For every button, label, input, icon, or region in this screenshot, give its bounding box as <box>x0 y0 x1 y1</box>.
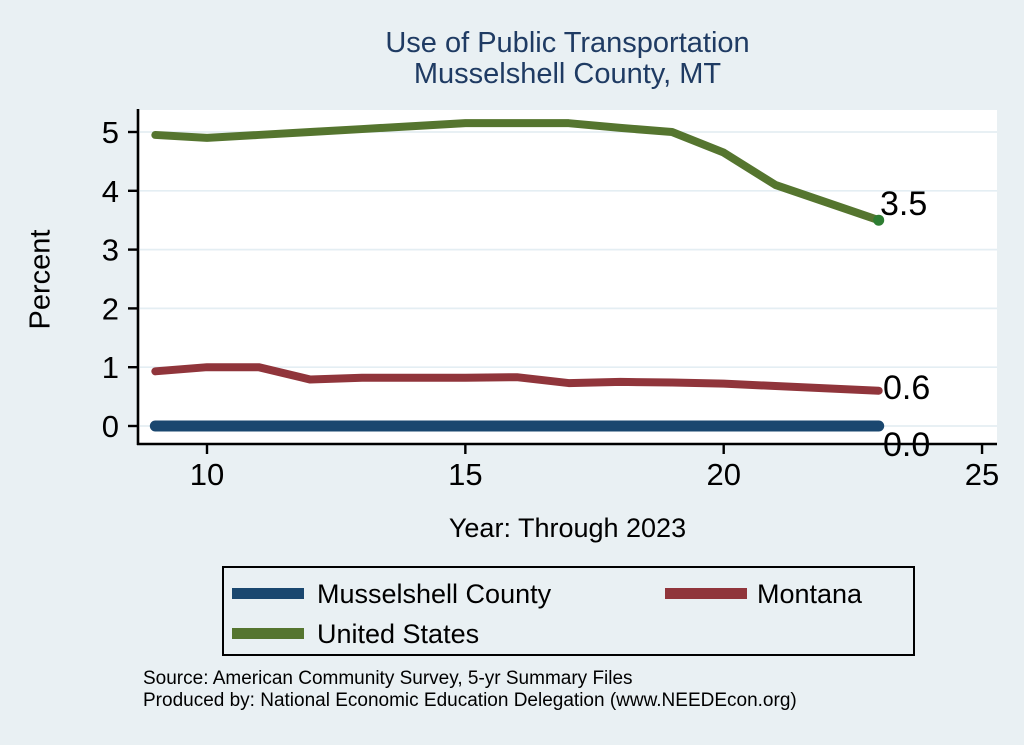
x-axis-label: Year: Through 2023 <box>448 513 687 543</box>
produced-by-line: Produced by: National Economic Education… <box>143 690 797 711</box>
chart-title-line2: Musselshell County, MT <box>413 58 722 90</box>
svg-text:1: 1 <box>102 350 119 385</box>
svg-text:15: 15 <box>448 457 482 492</box>
svg-text:25: 25 <box>965 457 999 492</box>
source-note: Source: American Community Survey, 5-yr … <box>143 668 797 712</box>
chart-title: Use of Public Transportation Musselshell… <box>138 28 997 90</box>
legend-swatch-musselshell-county <box>232 588 304 599</box>
y-axis-label: Percent <box>24 229 57 330</box>
svg-text:20: 20 <box>706 457 740 492</box>
end-value-label-united-states: 3.5 <box>880 185 928 223</box>
legend: Musselshell County Montana United States <box>222 566 915 656</box>
legend-label-musselshell-county: Musselshell County <box>317 579 552 609</box>
end-value-label-musselshell-county: 0.0 <box>883 426 931 464</box>
chart-title-line1: Use of Public Transportation <box>385 27 750 59</box>
svg-text:2: 2 <box>102 291 119 326</box>
svg-text:0: 0 <box>102 409 119 444</box>
svg-text:3: 3 <box>102 233 119 268</box>
svg-text:4: 4 <box>102 174 119 209</box>
svg-text:5: 5 <box>102 115 119 150</box>
legend-swatch-united-states <box>232 628 304 639</box>
svg-text:10: 10 <box>190 457 224 492</box>
legend-swatch-montana <box>665 588 747 599</box>
legend-label-montana: Montana <box>757 579 863 609</box>
source-line: Source: American Community Survey, 5-yr … <box>143 668 633 689</box>
end-value-label-montana: 0.6 <box>883 369 931 407</box>
legend-label-united-states: United States <box>317 619 480 649</box>
